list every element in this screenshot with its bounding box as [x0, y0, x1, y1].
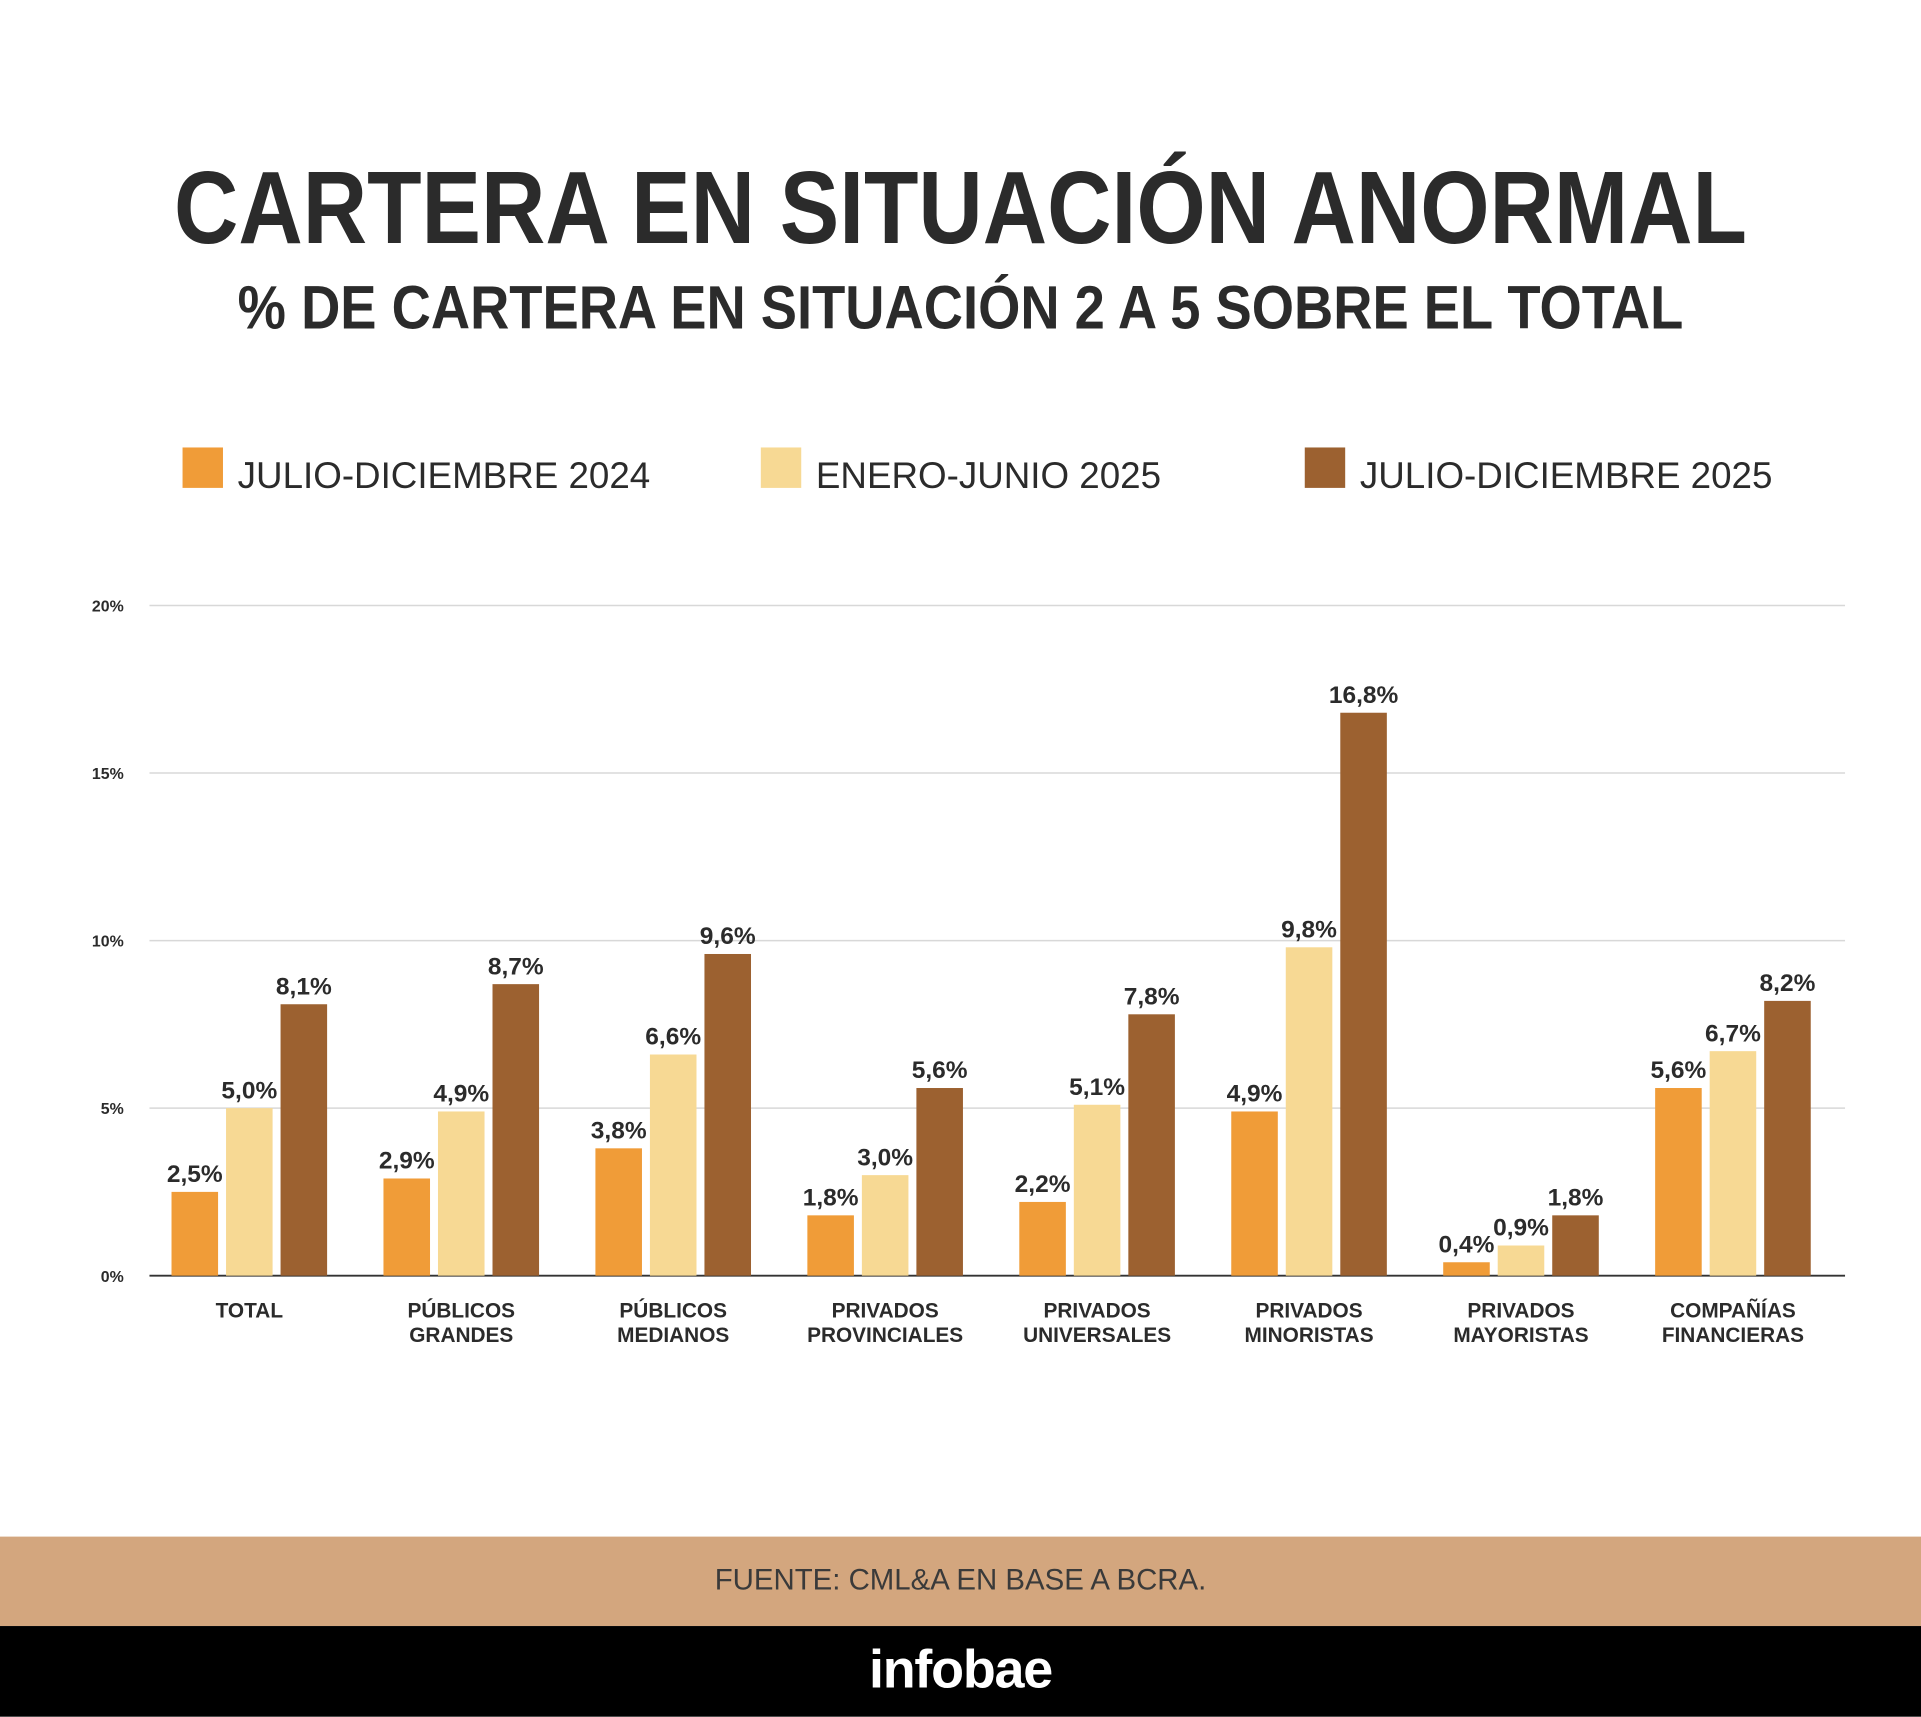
- value-label: 9,8%: [1281, 916, 1337, 943]
- legend-swatch: [760, 447, 802, 488]
- x-tick-line: PRIVADOS: [1044, 1299, 1151, 1322]
- x-tick-line: MEDIANOS: [617, 1324, 729, 1347]
- value-label: 8,2%: [1760, 970, 1816, 997]
- value-label: 6,6%: [645, 1024, 701, 1051]
- x-tick-label: PRIVADOS UNIVERSALES: [1023, 1299, 1171, 1347]
- x-tick-line: TOTAL: [216, 1299, 284, 1322]
- value-label: 0,4%: [1439, 1231, 1495, 1258]
- value-label: 2,9%: [379, 1148, 435, 1175]
- value-label: 1,8%: [1548, 1185, 1604, 1212]
- bar: [437, 1111, 485, 1276]
- value-label: 3,0%: [857, 1144, 913, 1171]
- chart-title: CARTERA EN SITUACIÓN ANORMAL: [174, 150, 1747, 265]
- bar: [1231, 1111, 1278, 1276]
- bar: [171, 1191, 219, 1276]
- value-label: 3,8%: [591, 1118, 647, 1145]
- y-tick-label: 15%: [92, 766, 124, 783]
- bar: [595, 1148, 642, 1276]
- bar: [1340, 712, 1387, 1276]
- x-tick-label: PRIVADOS PROVINCIALES: [807, 1299, 963, 1347]
- source-band: [0, 1536, 1921, 1627]
- y-tick-label: 5%: [101, 1101, 124, 1118]
- x-tick-line: PÚBLICOS: [407, 1298, 515, 1322]
- bar: [1073, 1104, 1121, 1276]
- bar: [807, 1215, 854, 1276]
- value-label: 5,6%: [1651, 1057, 1707, 1084]
- x-tick-label: TOTAL: [216, 1299, 284, 1322]
- x-tick-line: MINORISTAS: [1244, 1324, 1373, 1347]
- value-label: 1,8%: [803, 1185, 859, 1212]
- y-tick-label: 0%: [101, 1269, 124, 1286]
- bar: [1443, 1262, 1490, 1276]
- source: FUENTE: CML&A EN BASE A BCRA.: [715, 1563, 1207, 1596]
- bar: [1019, 1201, 1066, 1276]
- x-tick-line: PRIVADOS: [1255, 1299, 1362, 1322]
- value-label: 5,1%: [1069, 1074, 1125, 1101]
- bar: [383, 1178, 431, 1276]
- bar: [649, 1054, 697, 1276]
- x-tick-line: MAYORISTAS: [1453, 1324, 1588, 1347]
- x-tick-label: PRIVADOS MINORISTAS: [1244, 1299, 1373, 1347]
- bar: [492, 984, 540, 1276]
- x-tick-label: PÚBLICOS GRANDES: [407, 1298, 515, 1347]
- x-tick-line: UNIVERSALES: [1023, 1324, 1171, 1347]
- x-tick-line: PÚBLICOS: [619, 1298, 727, 1322]
- brand-band: [0, 1626, 1921, 1717]
- bar: [861, 1175, 909, 1276]
- value-label: 4,9%: [1227, 1081, 1283, 1108]
- bar: [1285, 947, 1333, 1276]
- value-label: 5,6%: [912, 1057, 968, 1084]
- legend-swatch: [1304, 447, 1346, 488]
- x-tick-line: COMPAÑÍAS: [1670, 1299, 1796, 1322]
- legend-label: ENERO-JUNIO 2025: [816, 455, 1161, 496]
- x-tick-line: PRIVADOS: [832, 1299, 939, 1322]
- legend-label: JULIO-DICIEMBRE 2024: [238, 455, 651, 496]
- bar: [1128, 1014, 1175, 1276]
- x-tick-line: PRIVADOS: [1467, 1299, 1574, 1322]
- bar: [1655, 1088, 1702, 1276]
- y-tick-label: 10%: [92, 934, 124, 951]
- x-tick-label: COMPAÑÍAS FINANCIERAS: [1662, 1299, 1804, 1347]
- value-label: 8,1%: [276, 973, 332, 1000]
- legend-label: JULIO-DICIEMBRE 2025: [1360, 455, 1773, 496]
- value-label: 5,0%: [221, 1077, 277, 1104]
- brand: infobae: [869, 1639, 1052, 1699]
- chart-subtitle: % DE CARTERA EN SITUACIÓN 2 A 5 SOBRE EL…: [238, 274, 1684, 342]
- x-tick-label: PÚBLICOS MEDIANOS: [617, 1298, 729, 1347]
- bar: [916, 1088, 963, 1276]
- bar: [226, 1108, 273, 1276]
- value-label: 9,6%: [700, 923, 756, 950]
- value-label: 0,9%: [1493, 1215, 1549, 1242]
- y-tick-label: 20%: [92, 599, 124, 616]
- x-tick-line: FINANCIERAS: [1662, 1324, 1804, 1347]
- bar: [704, 953, 752, 1276]
- value-label: 6,7%: [1705, 1020, 1761, 1047]
- bar: [1497, 1245, 1545, 1276]
- value-label: 2,2%: [1015, 1171, 1071, 1198]
- legend-swatch: [182, 447, 223, 488]
- value-label: 2,5%: [167, 1161, 223, 1188]
- x-tick-label: PRIVADOS MAYORISTAS: [1453, 1299, 1588, 1347]
- value-label: 16,8%: [1329, 682, 1399, 709]
- x-tick-line: GRANDES: [409, 1324, 513, 1347]
- x-tick-line: PROVINCIALES: [807, 1324, 963, 1347]
- bar: [1709, 1051, 1757, 1276]
- value-label: 8,7%: [488, 953, 544, 980]
- bar: [280, 1004, 328, 1276]
- value-label: 4,9%: [433, 1081, 489, 1108]
- bar: [1764, 1000, 1811, 1276]
- value-label: 7,8%: [1124, 983, 1180, 1010]
- bar: [1552, 1215, 1599, 1276]
